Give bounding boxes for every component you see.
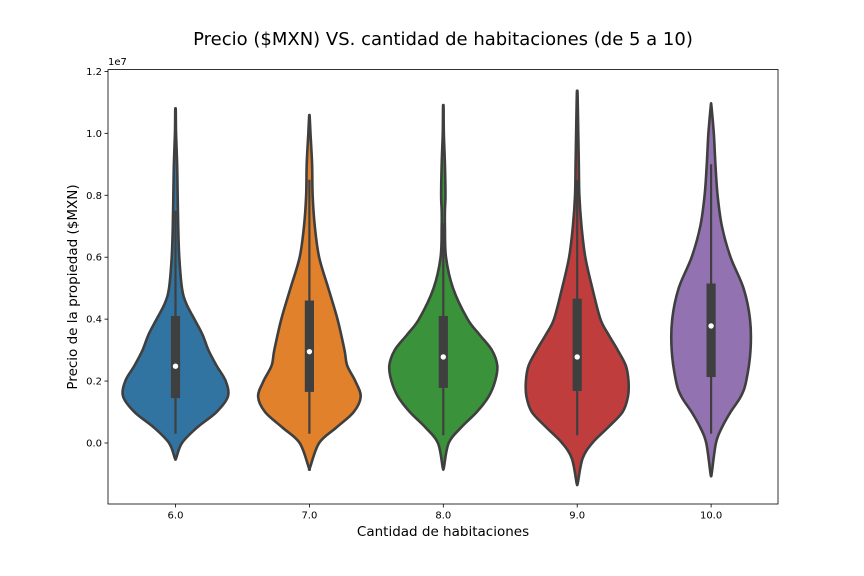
iqr-box-8.0 <box>438 316 448 388</box>
iqr-box-9.0 <box>572 298 582 391</box>
x-axis: 6.0 7.0 8.0 9.0 10.0 <box>168 504 722 522</box>
y-tick-label: 0.2 <box>86 377 102 388</box>
iqr-box-10.0 <box>706 283 716 378</box>
box-overlays-group <box>170 164 716 436</box>
y-axis: 0.0 0.2 0.4 0.6 0.8 1.0 1.2 <box>86 67 108 450</box>
x-tick-label: 6.0 <box>168 511 184 522</box>
violins-group <box>121 89 753 487</box>
iqr-box-7.0 <box>304 300 314 392</box>
x-tick-label: 9.0 <box>569 511 585 522</box>
x-tick-label: 7.0 <box>301 511 317 522</box>
median-point-7.0 <box>306 348 313 355</box>
y-tick-label: 0.8 <box>86 191 102 202</box>
median-point-8.0 <box>440 354 446 360</box>
x-axis-label: Cantidad de habitaciones <box>357 524 529 540</box>
y-tick-label: 1.2 <box>86 67 102 78</box>
chart-title: Precio ($MXN) VS. cantidad de habitacion… <box>193 29 693 50</box>
median-point-6.0 <box>172 363 179 369</box>
y-tick-label: 0.6 <box>86 253 102 264</box>
median-point-10.0 <box>708 323 714 329</box>
x-tick-label: 10.0 <box>700 511 722 522</box>
y-axis-label: Precio de la propiedad ($MXN) <box>65 184 81 389</box>
iqr-box-6.0 <box>170 316 181 399</box>
y-tick-label: 0.0 <box>86 439 102 450</box>
y-tick-label: 0.4 <box>86 315 102 326</box>
y-tick-label: 1.0 <box>86 129 102 140</box>
median-point-9.0 <box>574 354 580 360</box>
x-tick-label: 8.0 <box>435 511 451 522</box>
y-offset-label: 1e7 <box>108 57 127 68</box>
